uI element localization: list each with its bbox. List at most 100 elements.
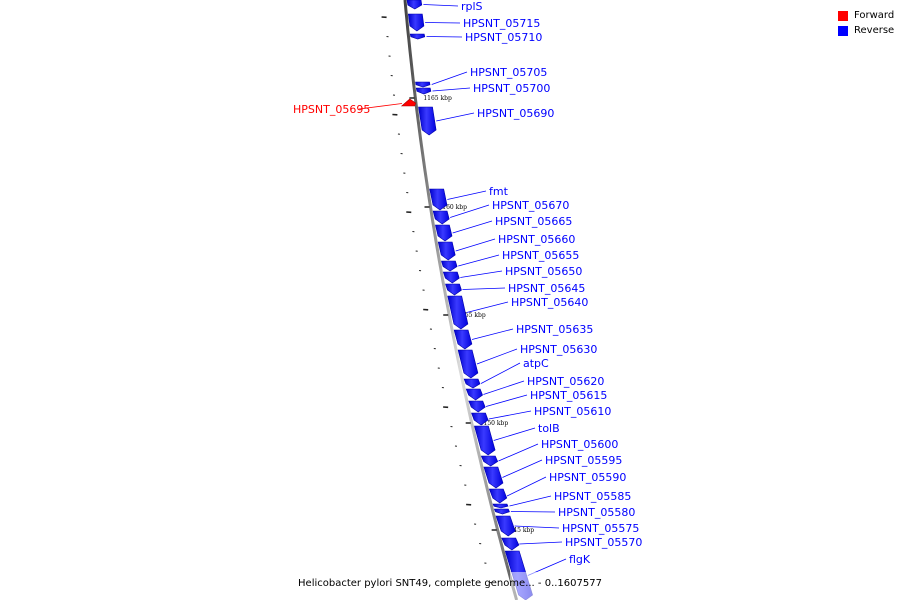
genome-caption: Helicobacter pylori SNT49, complete geno… bbox=[298, 578, 602, 589]
legend-forward: Forward bbox=[838, 8, 894, 23]
gene-label[interactable]: tolB bbox=[538, 422, 560, 435]
gene-tolB[interactable] bbox=[474, 425, 496, 456]
gene-label[interactable]: HPSNT_05630 bbox=[520, 343, 597, 356]
gene-rplS[interactable] bbox=[406, 0, 423, 10]
legend-reverse: Reverse bbox=[838, 23, 894, 38]
leader-line bbox=[458, 254, 500, 267]
leader-line bbox=[426, 36, 463, 38]
leader-line bbox=[431, 71, 468, 85]
leader-line bbox=[471, 328, 514, 340]
scale-ticks: 1165 kbp 1160 kbp 1155 kbp 1150 kbp 1145 kbp bbox=[409, 95, 534, 534]
gene-label[interactable]: HPSNT_05600 bbox=[541, 438, 618, 451]
leader-line bbox=[519, 541, 563, 545]
gene-HPSNT_05640[interactable] bbox=[447, 295, 469, 330]
leader-line bbox=[502, 459, 543, 478]
gene-label[interactable]: HPSNT_05690 bbox=[477, 107, 554, 120]
tick-label: 1150 kbp bbox=[480, 420, 509, 427]
gene-label[interactable]: HPSNT_05710 bbox=[465, 31, 542, 44]
leader-line bbox=[506, 476, 547, 497]
gene-HPSNT_05610[interactable] bbox=[471, 412, 489, 426]
gene-label[interactable]: fmt bbox=[489, 185, 509, 198]
gene-HPSNT_05660[interactable] bbox=[437, 241, 456, 261]
gene-label[interactable]: HPSNT_05665 bbox=[495, 215, 572, 228]
leader-line bbox=[488, 410, 532, 420]
gene-HPSNT_05695[interactable] bbox=[400, 98, 417, 107]
gene-fmt[interactable] bbox=[429, 188, 448, 211]
gene-label[interactable]: HPSNT_05650 bbox=[505, 265, 582, 278]
gene-label[interactable]: HPSNT_05655 bbox=[502, 249, 579, 262]
tick-label: 1160 kbp bbox=[438, 204, 467, 211]
leader-line bbox=[480, 362, 521, 384]
gene-HPSNT_05590[interactable] bbox=[488, 488, 508, 504]
leader-line bbox=[452, 220, 493, 234]
gene-label[interactable]: HPSNT_05660 bbox=[498, 233, 575, 246]
gene-label[interactable]: HPSNT_05585 bbox=[554, 490, 631, 503]
gene-HPSNT_05670[interactable] bbox=[432, 210, 450, 225]
leader-line bbox=[462, 287, 506, 290]
gene-HPSNT_05690[interactable] bbox=[418, 106, 437, 136]
gene-HPSNT_05715[interactable] bbox=[407, 13, 425, 32]
gene-label[interactable]: HPSNT_05645 bbox=[508, 282, 585, 295]
minor-tick-marks bbox=[381, 16, 492, 584]
gene-HPSNT_05570[interactable] bbox=[501, 537, 520, 551]
gene-HPSNT_05615[interactable] bbox=[468, 400, 486, 413]
gene-label[interactable]: HPSNT_05635 bbox=[516, 323, 593, 336]
gene-label[interactable]: HPSNT_05705 bbox=[470, 66, 547, 79]
gene-label[interactable]: HPSNT_05570 bbox=[565, 536, 642, 549]
legend-forward-label: Forward bbox=[854, 10, 895, 21]
gene-HPSNT_05635[interactable] bbox=[453, 329, 473, 350]
gene-label[interactable]: HPSNT_05610 bbox=[534, 405, 611, 418]
leader-line bbox=[358, 103, 403, 110]
gene-label[interactable]: rplS bbox=[461, 0, 483, 13]
leader-line bbox=[493, 427, 536, 441]
backbone-end-fade bbox=[510, 572, 538, 600]
gene-HPSNT_05600[interactable] bbox=[480, 455, 499, 467]
gene-label[interactable]: HPSNT_05595 bbox=[545, 454, 622, 467]
gene-atpC[interactable] bbox=[463, 378, 481, 389]
tick-label: 1145 kbp bbox=[506, 527, 535, 534]
gene-HPSNT_05650[interactable] bbox=[442, 271, 460, 284]
gene-HPSNT_05575[interactable] bbox=[495, 515, 516, 537]
leader-line bbox=[498, 443, 539, 462]
leader-line bbox=[483, 380, 525, 395]
gene-HPSNT_05700[interactable] bbox=[415, 87, 432, 95]
leader-line bbox=[425, 22, 461, 24]
genome-backbone bbox=[403, 0, 519, 600]
leader-line bbox=[447, 190, 487, 200]
forward-swatch bbox=[838, 10, 848, 21]
gene-HPSNT_05585[interactable] bbox=[492, 503, 509, 509]
tick-label: 1155 kbp bbox=[457, 312, 486, 319]
gene-HPSNT_05655[interactable] bbox=[440, 260, 458, 272]
leader-line bbox=[509, 495, 552, 507]
gene-label[interactable]: HPSNT_05590 bbox=[549, 471, 626, 484]
gene-label[interactable]: HPSNT_05695 bbox=[293, 103, 370, 116]
leader-line bbox=[432, 87, 471, 92]
tick-label: 1165 kbp bbox=[423, 95, 452, 102]
gene-HPSNT_05595[interactable] bbox=[483, 466, 504, 489]
gene-label[interactable]: HPSNT_05640 bbox=[511, 296, 588, 309]
gene-HPSNT_05620[interactable] bbox=[465, 388, 483, 401]
gene-label[interactable]: HPSNT_05575 bbox=[562, 522, 639, 535]
gene-HPSNT_05705[interactable] bbox=[415, 81, 431, 88]
gene-label[interactable]: flgK bbox=[569, 553, 591, 566]
gene-label[interactable]: HPSNT_05715 bbox=[463, 17, 540, 30]
gene-HPSNT_05665[interactable] bbox=[435, 224, 453, 242]
gene-label[interactable]: atpC bbox=[523, 357, 549, 370]
gene-HPSNT_05645[interactable] bbox=[445, 283, 462, 296]
gene-label[interactable]: HPSNT_05580 bbox=[558, 506, 635, 519]
legend-reverse-label: Reverse bbox=[854, 25, 895, 36]
gene-label[interactable]: HPSNT_05700 bbox=[473, 82, 550, 95]
legend: Forward Reverse bbox=[838, 8, 894, 38]
gene-HPSNT_05630[interactable] bbox=[457, 349, 479, 379]
gene-label[interactable]: HPSNT_05620 bbox=[527, 375, 604, 388]
gene-HPSNT_05580[interactable] bbox=[493, 508, 510, 515]
gene-label[interactable]: HPSNT_05670 bbox=[492, 199, 569, 212]
leader-line bbox=[514, 525, 560, 529]
leader-line bbox=[423, 4, 459, 7]
gene-label[interactable]: HPSNT_05615 bbox=[530, 389, 607, 402]
gene-HPSNT_05710[interactable] bbox=[409, 33, 426, 40]
leader-line bbox=[485, 394, 528, 407]
leader-line bbox=[450, 204, 490, 218]
